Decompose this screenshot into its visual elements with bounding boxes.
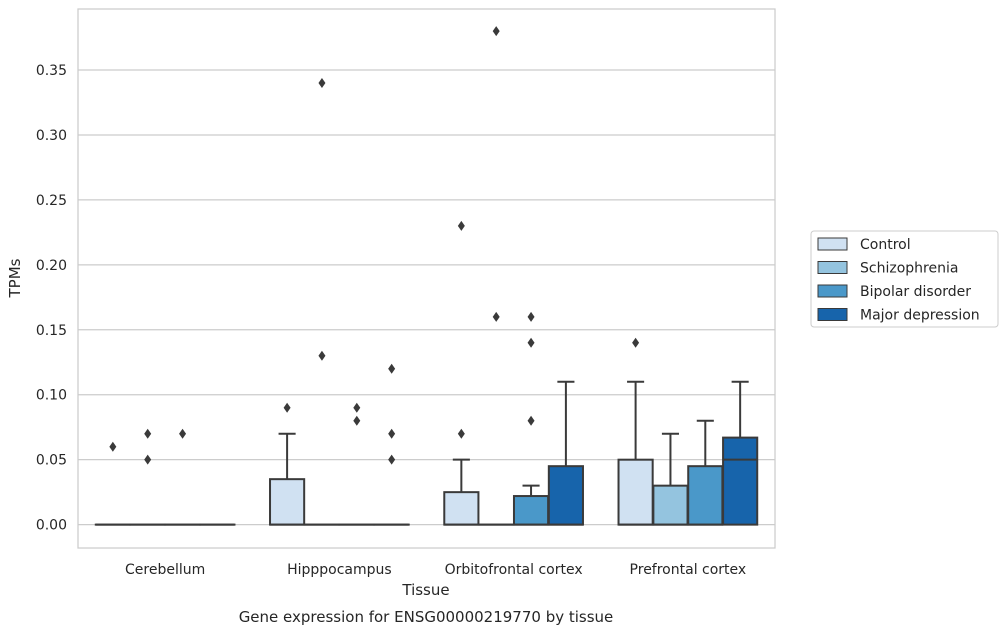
box-major-depression xyxy=(722,380,759,526)
box-body xyxy=(269,478,306,526)
outlier-point xyxy=(144,428,152,439)
outlier-point xyxy=(318,78,326,89)
y-tick-label: 0.30 xyxy=(36,128,67,144)
box-control xyxy=(269,402,306,526)
box-schizophrenia xyxy=(478,26,515,526)
legend-label: Major depression xyxy=(860,308,980,324)
legend: Control Schizophrenia Bipolar disorder Majo… xyxy=(810,230,999,328)
x-tick-label: Prefrontal cortex xyxy=(630,562,747,578)
outlier-point xyxy=(179,428,187,439)
legend-swatch xyxy=(817,308,848,321)
box-body xyxy=(617,458,654,526)
outlier-point xyxy=(144,454,152,465)
axes-frame xyxy=(77,8,776,549)
box-bipolar-disorder xyxy=(164,428,201,526)
chart-title: Gene expression for ENSG00000219770 by t… xyxy=(239,608,614,626)
outlier-point xyxy=(527,337,535,348)
box-body xyxy=(512,495,550,526)
outlier-point xyxy=(388,428,396,439)
box-body xyxy=(443,491,480,526)
outlier-point xyxy=(457,428,465,439)
legend-frame xyxy=(810,230,999,328)
box-bipolar-disorder xyxy=(512,311,550,526)
y-axis-label: TPMs xyxy=(6,258,24,298)
y-tick-label: 0.35 xyxy=(36,63,67,79)
box-body xyxy=(547,465,584,526)
outlier-point xyxy=(353,415,361,426)
box-schizophrenia xyxy=(303,78,341,526)
y-tick-label: 0.00 xyxy=(36,518,67,534)
outlier-point xyxy=(492,311,500,322)
gridlines xyxy=(78,69,775,526)
x-tick-labels: Cerebellum Hipppocampus Orbitofrontal cort… xyxy=(125,562,746,578)
outlier-point xyxy=(388,363,396,374)
outlier-point xyxy=(527,415,535,426)
y-tick-label: 0.20 xyxy=(36,258,67,274)
box-body xyxy=(652,484,689,526)
outlier-point xyxy=(492,26,500,37)
legend-swatch xyxy=(817,284,848,298)
legend-swatch xyxy=(817,261,848,274)
box-schizophrenia xyxy=(652,432,689,526)
y-tick-label: 0.05 xyxy=(36,453,67,469)
box-major-depression xyxy=(547,380,584,526)
legend-label: Bipolar disorder xyxy=(860,284,971,300)
box-control xyxy=(617,337,654,526)
legend-label: Control xyxy=(860,237,911,253)
legend-swatch xyxy=(817,237,848,251)
outlier-point xyxy=(283,402,291,413)
x-tick-label: Hipppocampus xyxy=(287,562,392,578)
box-bipolar-disorder xyxy=(338,402,375,526)
y-tick-labels: 0.00 0.05 0.10 0.15 0.20 0.25 0.30 0.35 xyxy=(36,63,67,534)
outlier-point xyxy=(109,441,117,452)
outlier-point xyxy=(318,350,326,361)
outlier-point xyxy=(632,337,640,348)
box-schizophrenia xyxy=(129,428,166,526)
y-tick-label: 0.15 xyxy=(36,323,67,339)
outlier-point xyxy=(353,402,361,413)
x-tick-label: Cerebellum xyxy=(125,562,205,578)
box-body xyxy=(722,436,759,526)
box-body xyxy=(687,465,724,526)
y-tick-label: 0.10 xyxy=(36,388,67,404)
y-tick-label: 0.25 xyxy=(36,193,67,209)
legend-label: Schizophrenia xyxy=(860,261,958,277)
outlier-point xyxy=(527,311,535,322)
box-major-depression xyxy=(373,363,410,526)
x-axis-label: Tissue xyxy=(401,581,449,599)
outlier-point xyxy=(388,454,396,465)
x-tick-label: Orbitofrontal cortex xyxy=(445,562,583,578)
box-bipolar-disorder xyxy=(687,419,724,526)
box-control xyxy=(443,220,480,526)
outlier-point xyxy=(457,220,465,231)
plot-area xyxy=(94,26,759,526)
box-control xyxy=(94,441,131,526)
